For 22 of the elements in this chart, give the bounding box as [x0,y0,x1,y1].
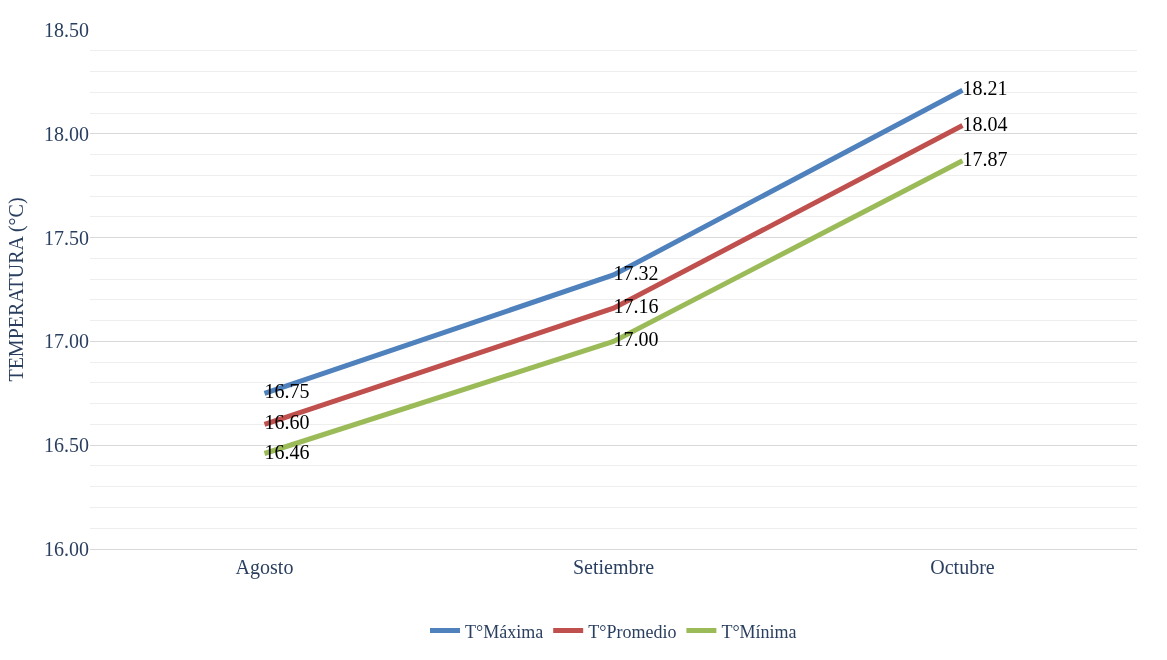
y-tick-label: 18.00 [44,122,89,145]
y-tick-label: 18.50 [44,19,89,41]
data-label: 17.32 [613,261,659,284]
x-tick-label: Octubre [930,556,995,578]
y-axis-title: TEMPERATURA (°C) [4,197,28,382]
data-label: 17.00 [613,328,659,351]
x-tick-label: Agosto [235,556,294,579]
x-tick-label: Setiembre [572,556,655,578]
data-label: 18.21 [962,77,1008,100]
y-tick-label: 16.00 [44,538,89,560]
y-tick-label: 17.00 [44,330,89,353]
legend-label: T°Mínima [721,621,797,642]
data-label: 17.87 [962,147,1008,170]
data-label: 16.75 [264,380,310,403]
legend-label: T°Promedio [588,621,677,642]
y-tick-label: 16.50 [44,434,89,457]
data-label: 17.16 [613,295,659,318]
legend-label: T°Máxima [465,621,544,642]
data-label: 16.46 [264,440,310,463]
data-label: 16.60 [264,411,310,434]
y-tick-label: 17.50 [44,226,89,249]
data-label: 18.04 [962,112,1008,135]
